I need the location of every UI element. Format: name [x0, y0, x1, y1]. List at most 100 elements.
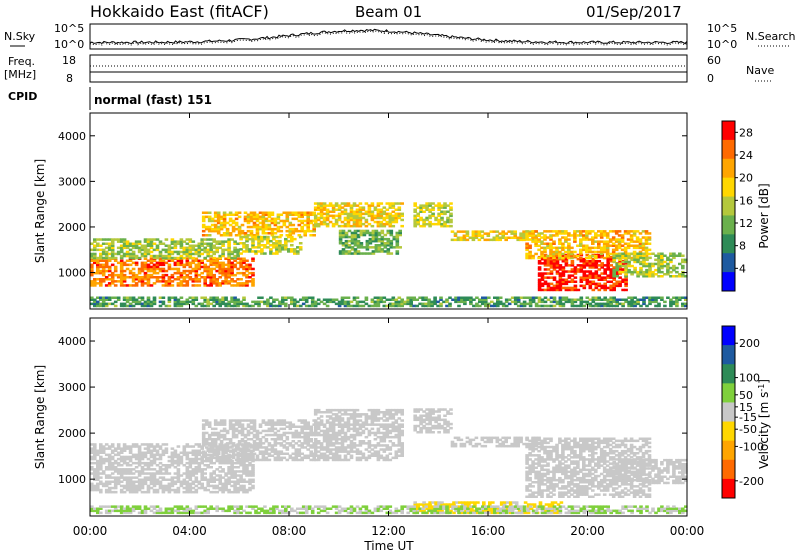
power-cell: [113, 238, 118, 241]
power-cell: [612, 286, 616, 290]
velocity-cell: [297, 444, 302, 447]
velocity-cell: [331, 413, 336, 416]
power-cell: [612, 300, 616, 304]
power-cell: [237, 232, 242, 235]
power-cell: [594, 264, 599, 267]
power-cell: [453, 232, 458, 235]
power-cell: [206, 271, 210, 275]
power-cell: [122, 276, 127, 279]
power-cell: [131, 254, 136, 258]
velocity-cell: [140, 490, 145, 494]
power-cell: [99, 271, 103, 275]
power-cell: [344, 231, 349, 235]
power-cell: [209, 271, 213, 275]
power-cell: [579, 298, 584, 301]
power-cell: [104, 261, 109, 265]
power-cell: [519, 296, 524, 299]
velocity-cell: [343, 458, 348, 462]
power-cell: [371, 233, 376, 237]
power-cell: [579, 266, 584, 269]
power-cell: [678, 275, 682, 278]
power-cell: [364, 296, 369, 299]
noise-search-trace: [89, 30, 688, 46]
power-cell: [200, 304, 204, 308]
velocity-cell: [349, 427, 354, 431]
power-cell: [227, 273, 231, 277]
velocity-cell: [90, 447, 94, 450]
velocity-cell: [303, 446, 307, 449]
velocity-cell: [158, 472, 163, 475]
power-cell: [573, 230, 577, 233]
power-cell: [672, 275, 676, 278]
power-cell: [245, 244, 249, 247]
power-cell: [173, 261, 178, 265]
velocity-cell: [370, 423, 375, 426]
power-cell: [540, 276, 545, 279]
power-cell: [642, 264, 646, 268]
power-cell: [252, 211, 257, 214]
power-cell: [269, 244, 273, 247]
power-cell: [249, 211, 254, 214]
power-cell: [212, 267, 216, 271]
power-cell: [224, 248, 228, 252]
power-cell: [602, 250, 607, 254]
velocity-cell: [104, 476, 109, 479]
velocity-cell: [104, 468, 109, 471]
power-cell: [588, 284, 593, 288]
power-cell: [236, 302, 240, 306]
velocity-cell: [252, 444, 257, 447]
power-cell: [158, 296, 163, 299]
power-cell: [368, 231, 373, 235]
power-cell: [463, 296, 467, 299]
velocity-cell: [349, 444, 354, 447]
velocity-cell: [291, 423, 296, 426]
power-cell: [594, 270, 599, 273]
velocity-cell: [328, 429, 333, 433]
power-cell: [621, 252, 625, 255]
velocity-cell: [225, 448, 230, 451]
power-cell: [239, 237, 243, 241]
velocity-cell: [352, 415, 357, 418]
velocity-cell: [239, 470, 243, 473]
power-cell: [285, 225, 290, 229]
power-cell: [334, 222, 339, 226]
power-cell: [440, 212, 444, 216]
power-cell: [334, 204, 339, 207]
power-cell: [257, 250, 261, 253]
velocity-cell: [99, 476, 103, 479]
velocity-cell: [246, 442, 251, 445]
power-cell: [600, 262, 604, 265]
velocity-cell: [146, 449, 151, 452]
power-cell: [188, 238, 193, 241]
velocity-cell: [213, 442, 218, 445]
power-cell: [555, 248, 559, 252]
velocity-cell: [297, 431, 302, 435]
power-cell: [388, 206, 393, 209]
velocity-cell: [107, 447, 112, 450]
power-cell: [296, 300, 300, 304]
power-cell: [612, 268, 616, 272]
power-cell: [179, 242, 184, 245]
velocity-cell: [210, 450, 215, 453]
power-cell: [325, 304, 330, 308]
velocity-cell: [243, 419, 248, 422]
power-cell: [588, 276, 593, 279]
velocity-cell: [110, 476, 115, 479]
power-cell: [209, 269, 213, 273]
velocity-cell: [90, 482, 94, 486]
power-cell: [270, 219, 275, 223]
power-cell: [203, 265, 207, 269]
power-cell: [276, 213, 281, 216]
velocity-cell: [319, 456, 324, 460]
power-cell: [564, 238, 568, 241]
velocity-cell: [233, 461, 237, 465]
velocity-cell: [248, 474, 252, 477]
power-cell: [669, 275, 673, 278]
velocity-cell: [270, 446, 275, 449]
power-cell: [203, 284, 207, 287]
velocity-cell: [188, 464, 193, 467]
power-cell: [684, 298, 688, 301]
power-cell: [606, 260, 610, 263]
power-cell: [310, 298, 315, 301]
velocity-cell: [116, 478, 121, 481]
